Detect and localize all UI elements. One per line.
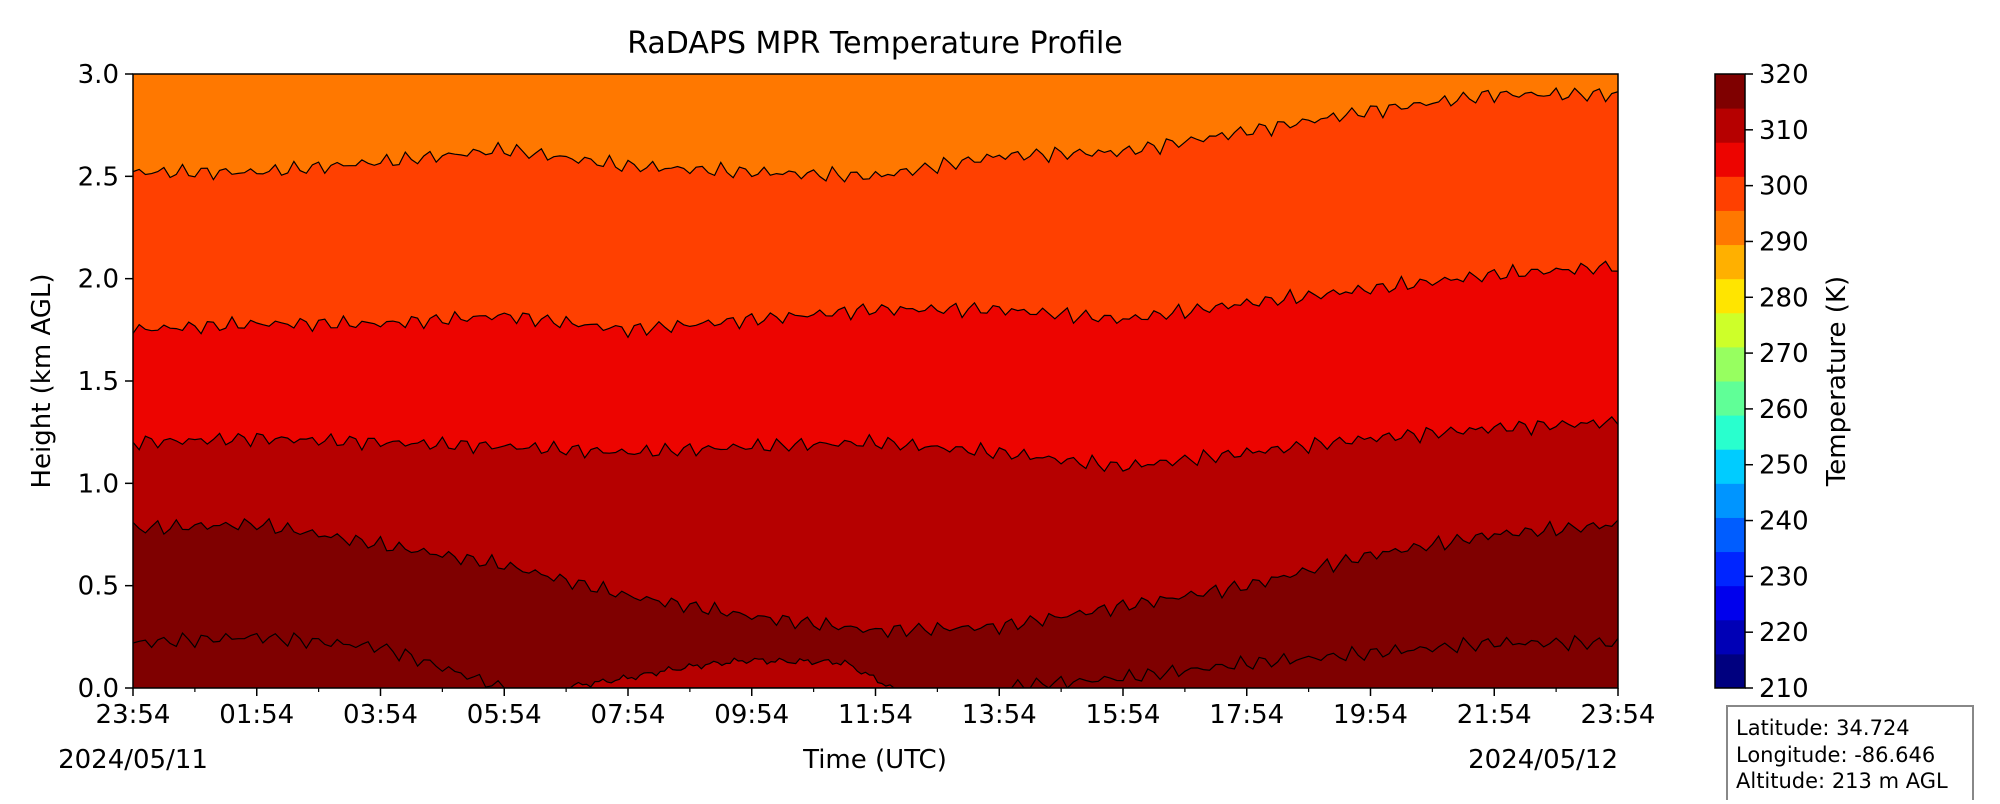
colorbar-segment <box>1715 244 1745 280</box>
y-tick-label: 2.0 <box>78 265 119 295</box>
colorbar-segment <box>1715 653 1745 689</box>
colorbar-segment <box>1715 619 1745 655</box>
colorbar-tick-label: 320 <box>1759 60 1809 90</box>
colorbar-segment <box>1715 585 1745 621</box>
colorbar-tick-label: 260 <box>1759 395 1809 425</box>
colorbar: 210 220 230 240 250 260 270 280 290 300 310 320 <box>1714 60 1809 704</box>
x-tick-label: 11:54 <box>838 700 913 730</box>
x-tick-label: 23:54 <box>96 700 171 730</box>
contour-line-280 <box>133 87 1618 183</box>
start-date-label: 2024/05/11 <box>58 745 208 775</box>
y-tick-label: 0.5 <box>78 572 119 602</box>
colorbar-tick-label: 270 <box>1759 339 1809 369</box>
band-280-285 <box>133 88 1618 338</box>
colorbar-segment <box>1715 483 1745 518</box>
x-tick-label: 09:54 <box>714 700 789 730</box>
colorbar-segment <box>1715 210 1745 246</box>
x-tick-label: 19:54 <box>1333 700 1408 730</box>
chart-title: RaDAPS MPR Temperature Profile <box>627 26 1123 61</box>
colorbar-segment <box>1715 312 1745 348</box>
contour-line-285 <box>133 260 1618 339</box>
station-longitude: Longitude: -86.646 <box>1736 743 1935 767</box>
x-axis-label: Time (UTC) <box>802 745 947 775</box>
x-tick-label: 01:54 <box>219 700 294 730</box>
end-date-label: 2024/05/12 <box>1468 745 1618 775</box>
contour-line-295 <box>133 517 1618 639</box>
station-altitude: Altitude: 213 m AGL <box>1736 769 1948 793</box>
x-tick-label: 07:54 <box>591 700 666 730</box>
colorbar-label: Temperature (K) <box>1822 276 1852 487</box>
x-tick-label: 03:54 <box>343 700 418 730</box>
colorbar-segment <box>1715 381 1745 416</box>
colorbar-tick-label: 250 <box>1759 451 1809 481</box>
x-tick-label: 21:54 <box>1457 700 1532 730</box>
x-tick-label: 15:54 <box>1086 700 1161 730</box>
y-tick-label: 2.5 <box>78 162 119 192</box>
band-295-300 <box>133 518 1618 688</box>
colorbar-segment <box>1715 449 1745 484</box>
contour-region-295 <box>566 657 896 688</box>
colorbar-segment <box>1715 551 1745 587</box>
contour-line-290 <box>133 416 1618 473</box>
colorbar-segment <box>1715 346 1745 382</box>
colorbar-frame <box>1714 73 1746 689</box>
colorbar-tick-label: 220 <box>1759 618 1809 648</box>
band-below-300 <box>133 633 1618 688</box>
colorbar-tick-label: 300 <box>1759 172 1809 202</box>
colorbar-tick-label: 290 <box>1759 227 1809 257</box>
band-above-280 <box>133 74 1618 182</box>
colorbar-tick-label: 280 <box>1759 283 1809 313</box>
y-tick-label: 1.0 <box>78 469 119 499</box>
colorbar-segment <box>1715 176 1745 211</box>
colorbar-segment <box>1715 278 1745 314</box>
station-latitude: Latitude: 34.724 <box>1736 716 1910 740</box>
station-info-box: Latitude: 34.724 Longitude: -86.646 Alti… <box>1726 705 1974 804</box>
colorbar-segment <box>1715 74 1745 109</box>
y-tick-label: 0.0 <box>78 674 119 704</box>
colorbar-segment <box>1715 142 1745 177</box>
contour-line-300 <box>133 632 1618 688</box>
colorbar-tick-label: 240 <box>1759 507 1809 537</box>
band-290-295 <box>133 416 1618 638</box>
colorbar-segment <box>1715 108 1745 143</box>
y-axis-label: Height (km AGL) <box>27 273 57 488</box>
colorbar-segment <box>1715 415 1745 450</box>
x-tick-label: 17:54 <box>1209 700 1284 730</box>
colorbar-segment <box>1715 517 1745 553</box>
x-tick-label: 13:54 <box>962 700 1037 730</box>
x-tick-label: 23:54 <box>1581 700 1656 730</box>
y-tick-label: 1.5 <box>78 367 119 397</box>
band-285-290 <box>133 261 1618 472</box>
colorbar-tick-label: 310 <box>1759 116 1809 146</box>
x-tick-label: 05:54 <box>467 700 542 730</box>
y-tick-label: 3.0 <box>78 60 119 90</box>
colorbar-tick-label: 230 <box>1759 562 1809 592</box>
colorbar-tick-label: 210 <box>1759 674 1809 704</box>
